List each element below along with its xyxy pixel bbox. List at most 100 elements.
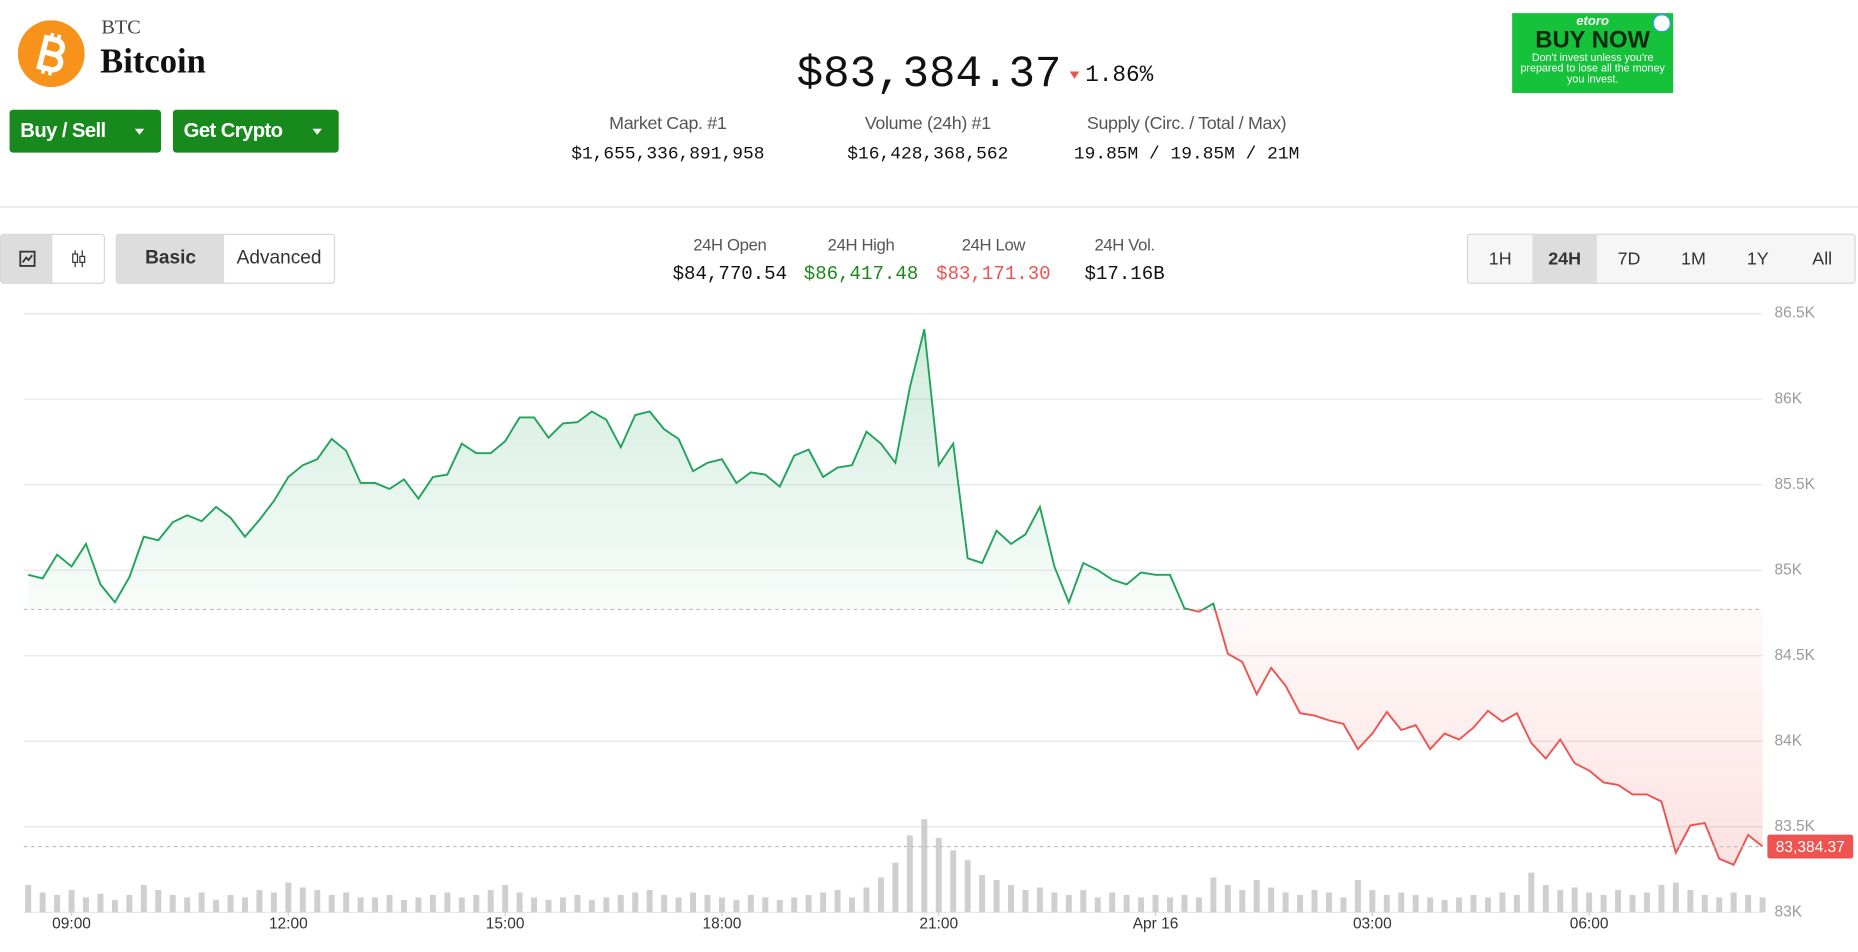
volume-bar [675, 897, 682, 913]
price-line [27, 328, 1764, 866]
volume-bar [935, 837, 942, 913]
volume-bar [718, 897, 725, 913]
volume-bar [516, 892, 523, 913]
day-stat: 24H Low $83,171.30 [922, 235, 1065, 285]
volume-bar [1643, 892, 1650, 913]
volume-bar [950, 850, 957, 913]
x-tick-label: 12:00 [269, 915, 308, 932]
volume-bar [1412, 894, 1419, 913]
volume-bar [328, 894, 335, 913]
stat-value: 19.85M / 19.85M / 21M [1073, 144, 1300, 165]
ad-info-icon[interactable] [1652, 14, 1671, 33]
volume-bar [1109, 892, 1116, 913]
volume-bar [1658, 885, 1665, 913]
line-icon [18, 250, 35, 267]
day-stat-value: $84,770.54 [672, 263, 788, 286]
stat: Volume (24h) #1 $16,428,368,562 [785, 113, 1071, 164]
mode-button[interactable]: Advanced [224, 234, 334, 283]
volume-bar [1138, 897, 1145, 913]
volume-bar [1369, 889, 1376, 913]
stat-value: $16,428,368,562 [847, 144, 1009, 165]
volume-bar [372, 897, 379, 913]
range-button[interactable]: All [1812, 248, 1833, 269]
range-button[interactable]: 24H [1532, 234, 1597, 283]
x-tick-label: Apr 16 [1133, 915, 1179, 932]
volume-bar [39, 892, 46, 913]
volume-bar [1615, 889, 1622, 913]
volume-bar [198, 892, 205, 913]
button-label: Get Crypto [183, 119, 283, 142]
y-tick-label: 84K [1775, 732, 1803, 749]
stat-label: Supply (Circ. / Total / Max) [1086, 113, 1287, 134]
day-stat-value: $83,171.30 [936, 263, 1051, 286]
x-tick-label: 15:00 [486, 915, 525, 932]
day-stat-label: 24H Low [961, 234, 1026, 255]
volume-bar [1441, 899, 1448, 913]
volume-bar [545, 899, 552, 913]
volume-bar [155, 889, 162, 913]
volume-bar [54, 894, 61, 913]
ad-brand: etoro [1576, 14, 1610, 29]
volume-bar [1600, 894, 1607, 913]
volume-bar [588, 899, 595, 913]
button-label: Buy / Sell [20, 119, 106, 142]
y-tick-label: 85K [1775, 561, 1803, 578]
x-tick-label: 18:00 [703, 915, 742, 932]
volume-bar [140, 885, 147, 913]
volume-bar [1123, 894, 1130, 913]
volume-bar [1326, 892, 1332, 913]
volume-bar [603, 897, 610, 913]
range-button[interactable]: 7D [1617, 248, 1641, 269]
day-stat: 24H Vol. $17.16B [1053, 235, 1196, 285]
volume-bar [632, 892, 639, 913]
buy-sell-button[interactable]: Buy / Sell [9, 109, 161, 153]
volume-bar [964, 860, 971, 913]
volume-bar [1282, 892, 1289, 913]
volume-bar [343, 892, 350, 913]
volume-bar [1036, 887, 1043, 913]
ad-disclaimer: Don't invest unless you're prepared to l… [1520, 51, 1665, 85]
day-stat-label: 24H Open [693, 234, 767, 255]
candle-chart-button[interactable] [52, 234, 104, 283]
mode-button[interactable]: Basic [116, 234, 225, 283]
stat-value: $1,655,336,891,958 [571, 144, 765, 165]
volume-bar [83, 897, 89, 913]
volume-bar [574, 894, 581, 913]
volume-bar [1152, 894, 1159, 913]
volume-bar [747, 894, 754, 913]
range-button[interactable]: 1H [1488, 248, 1512, 269]
volume-bar [1311, 889, 1318, 913]
volume-bar [1224, 885, 1231, 913]
volume-bar [1354, 880, 1361, 913]
volume-bar [458, 897, 465, 913]
ad-banner[interactable]: etoro BUY NOW Don't invest unless you're… [1512, 13, 1674, 94]
volume-bar [444, 892, 451, 913]
x-tick-label: 21:00 [919, 915, 958, 932]
volume-bar [661, 894, 668, 913]
volume-bar [1008, 885, 1014, 913]
volume-bar [1065, 894, 1072, 913]
line-chart-button[interactable] [1, 234, 53, 283]
volume-bar [921, 819, 928, 913]
volume-bar [1427, 897, 1434, 913]
volume-bar [733, 899, 740, 913]
stat: Market Cap. #1 $1,655,336,891,958 [525, 113, 811, 164]
volume-bar [1499, 892, 1506, 913]
range-button[interactable]: 1Y [1746, 248, 1769, 269]
volume-bar [1513, 894, 1520, 913]
volume-bar [993, 880, 1000, 913]
volume-bar [213, 899, 220, 913]
volume-bar [1484, 897, 1491, 913]
down-arrow [1069, 71, 1080, 79]
volume-bar [487, 889, 494, 913]
get-crypto-button[interactable]: Get Crypto [172, 109, 339, 153]
volume-bar [1629, 894, 1636, 913]
volume-bar [791, 897, 798, 913]
volume-bar [1687, 889, 1694, 913]
volume-bar [357, 897, 364, 913]
current-price-tag [1767, 834, 1854, 859]
volume-bar [1542, 885, 1549, 913]
range-button[interactable]: 1M [1680, 248, 1706, 269]
